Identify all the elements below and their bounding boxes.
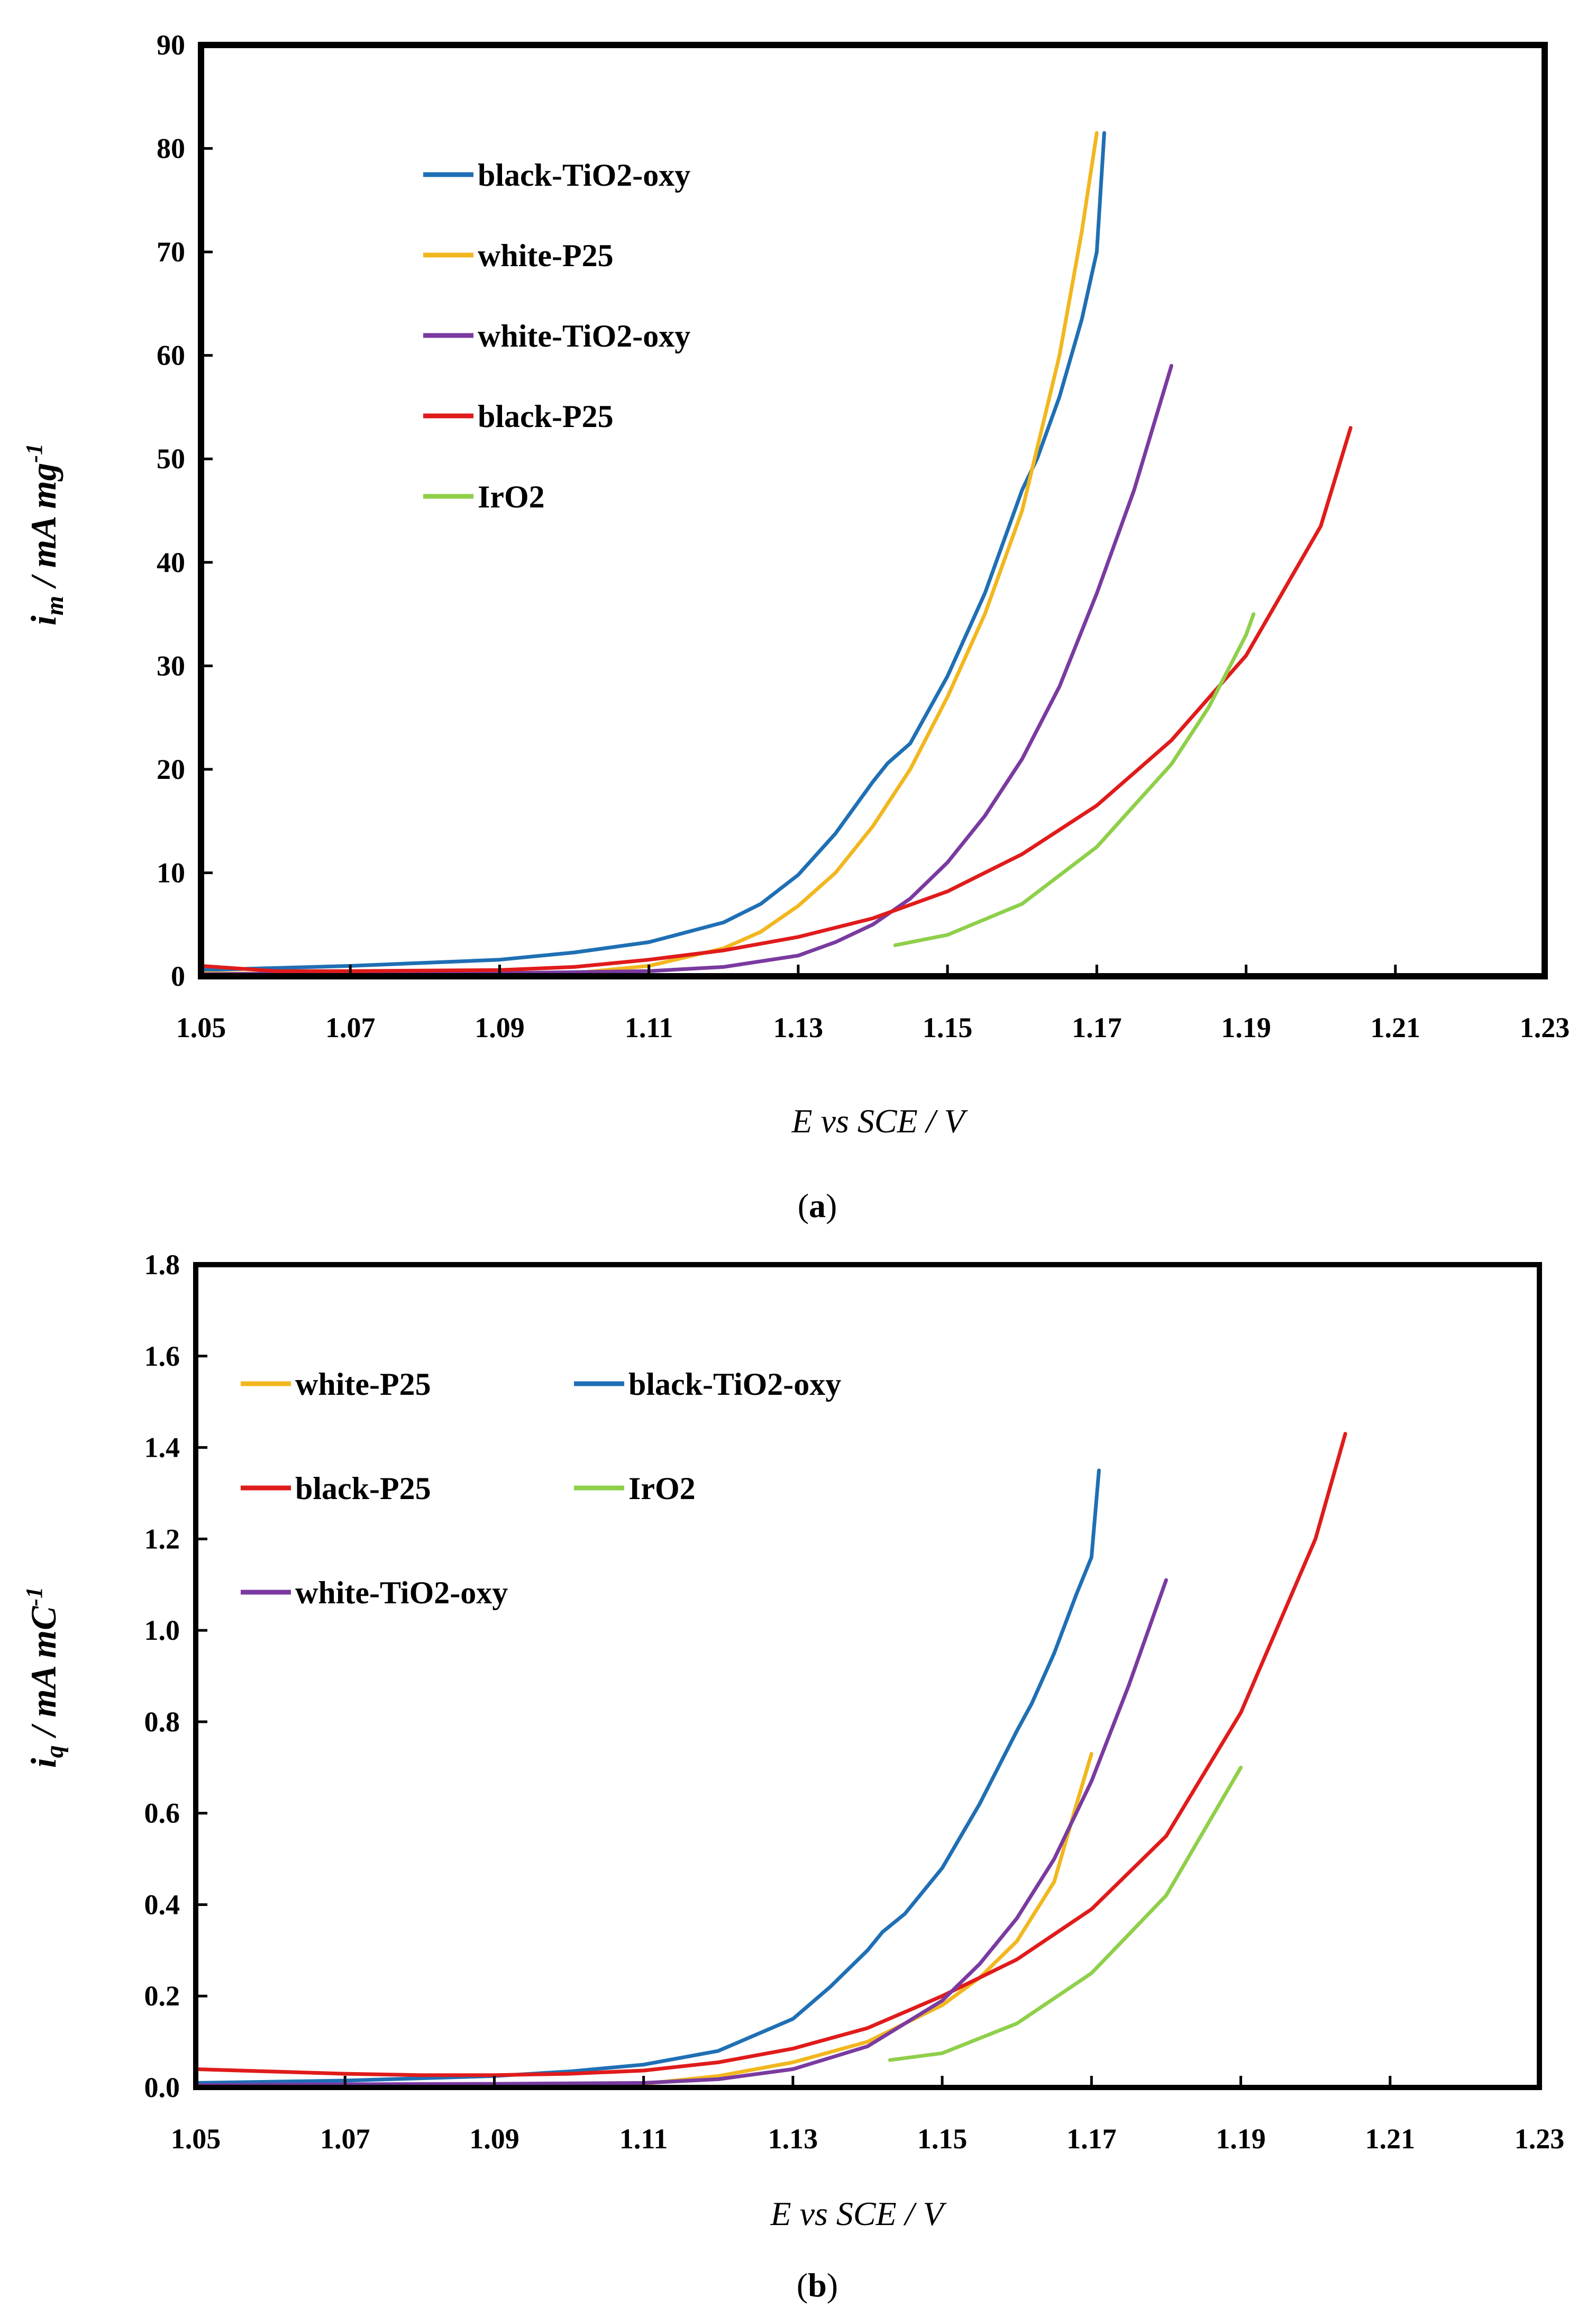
- x-tick-label: 1.13: [768, 2123, 818, 2155]
- y-tick-label: 0.2: [144, 1980, 180, 2012]
- y-tick-label: 0.6: [144, 1797, 180, 1829]
- series-line-white-TiO2-oxy: [196, 1578, 1168, 2087]
- plot-frame: [193, 1262, 1542, 2090]
- series-line-white-TiO2-oxy: [201, 364, 1173, 976]
- y-tick-label: 90: [157, 29, 185, 61]
- y-tick-label: 1.2: [144, 1523, 180, 1555]
- y-tick-label: 10: [157, 857, 185, 888]
- x-tick-label: 1.07: [325, 1012, 376, 1043]
- y-tick-label: 30: [157, 650, 185, 682]
- y-axis-label-b: iq / mA mC-1: [21, 1587, 69, 1768]
- y-tick-label: 0.4: [144, 1889, 180, 1920]
- series-line-IrO2: [893, 612, 1256, 947]
- plot-frame: [198, 42, 1548, 979]
- x-tick-label: 1.23: [1520, 1012, 1570, 1043]
- panel-label-b: (b): [797, 2266, 838, 2304]
- y-axis-label-a: im / mA mg-1: [21, 443, 69, 625]
- y-tick-label: 70: [157, 236, 185, 268]
- y-tick-label: 1.4: [144, 1432, 180, 1464]
- legend-label-IrO2: IrO2: [478, 479, 545, 514]
- x-tick-label: 1.17: [1072, 1012, 1122, 1043]
- x-tick-label: 1.15: [917, 2123, 968, 2155]
- series-line-IrO2: [888, 1765, 1243, 2062]
- y-tick-label: 0.0: [144, 2072, 180, 2103]
- legend-label-white-P25: white-P25: [295, 1367, 431, 1402]
- legend-label-IrO2: IrO2: [628, 1471, 696, 1506]
- legend: black-TiO2-oxy white-P25 white-TiO2-oxy bla…: [423, 158, 690, 514]
- x-tick-label: 1.05: [171, 2123, 221, 2155]
- x-axis-label-b: E vs SCE / V: [770, 2195, 947, 2232]
- legend-label-black-P25: black-P25: [478, 399, 614, 434]
- legend-label-black-TiO2-oxy: black-TiO2-oxy: [628, 1367, 841, 1402]
- y-tick-label: 60: [157, 340, 185, 371]
- chart-b: iq / mA mC-1 E vs SCE / V (b) 1.05 1.07 1.…: [21, 1249, 1564, 2304]
- y-tick-label: 40: [157, 547, 185, 578]
- series-line-black-TiO2-oxy: [196, 1468, 1101, 2085]
- legend-label-white-TiO2-oxy: white-TiO2-oxy: [295, 1575, 508, 1610]
- legend: white-P25 black-TiO2-oxy black-P25 IrO2 whit…: [241, 1367, 841, 1610]
- y-tick-label: 0: [171, 960, 185, 992]
- legend-label-black-P25: black-P25: [295, 1471, 431, 1506]
- x-tick-label: 1.11: [619, 2123, 668, 2155]
- x-tick-label: 1.13: [773, 1012, 824, 1043]
- y-tick-label: 80: [157, 133, 185, 165]
- legend-label-black-TiO2-oxy: black-TiO2-oxy: [478, 158, 690, 193]
- y-tick-label: 1.8: [144, 1249, 180, 1281]
- y-tick-label: 0.8: [144, 1706, 180, 1738]
- y-tick-label: 1.6: [144, 1340, 180, 1372]
- x-tick-label: 1.23: [1515, 2123, 1565, 2155]
- x-axis-label-a: E vs SCE / V: [791, 1102, 968, 1140]
- plot-area: [196, 1432, 1347, 2087]
- x-tick-label: 1.07: [320, 2123, 370, 2155]
- x-tick-label: 1.09: [469, 2123, 519, 2155]
- series-line-black-P25: [201, 426, 1353, 973]
- x-tick-label: 1.09: [475, 1012, 525, 1043]
- x-tick-label: 1.21: [1365, 2123, 1416, 2155]
- chart-a: im / mA mg-1 E vs SCE / V (a) 1.05 1.07 1.…: [21, 29, 1570, 1224]
- series-line-black-P25: [196, 1432, 1347, 2077]
- x-tick-label: 1.17: [1066, 2123, 1117, 2155]
- x-tick-label: 1.19: [1216, 2123, 1266, 2155]
- x-tick-label: 1.11: [625, 1012, 673, 1043]
- series-line-black-TiO2-oxy: [201, 131, 1106, 972]
- y-tick-label: 50: [157, 443, 185, 475]
- x-tick-label: 1.19: [1221, 1012, 1271, 1043]
- x-tick-label: 1.15: [923, 1012, 973, 1043]
- y-tick-label: 20: [157, 753, 185, 785]
- x-tick-label: 1.21: [1371, 1012, 1421, 1043]
- panel-label-a: (a): [798, 1187, 837, 1224]
- legend-label-white-TiO2-oxy: white-TiO2-oxy: [478, 319, 690, 353]
- x-tick-label: 1.05: [176, 1012, 226, 1043]
- legend-label-white-P25: white-P25: [478, 238, 614, 273]
- y-tick-label: 1.0: [144, 1614, 180, 1646]
